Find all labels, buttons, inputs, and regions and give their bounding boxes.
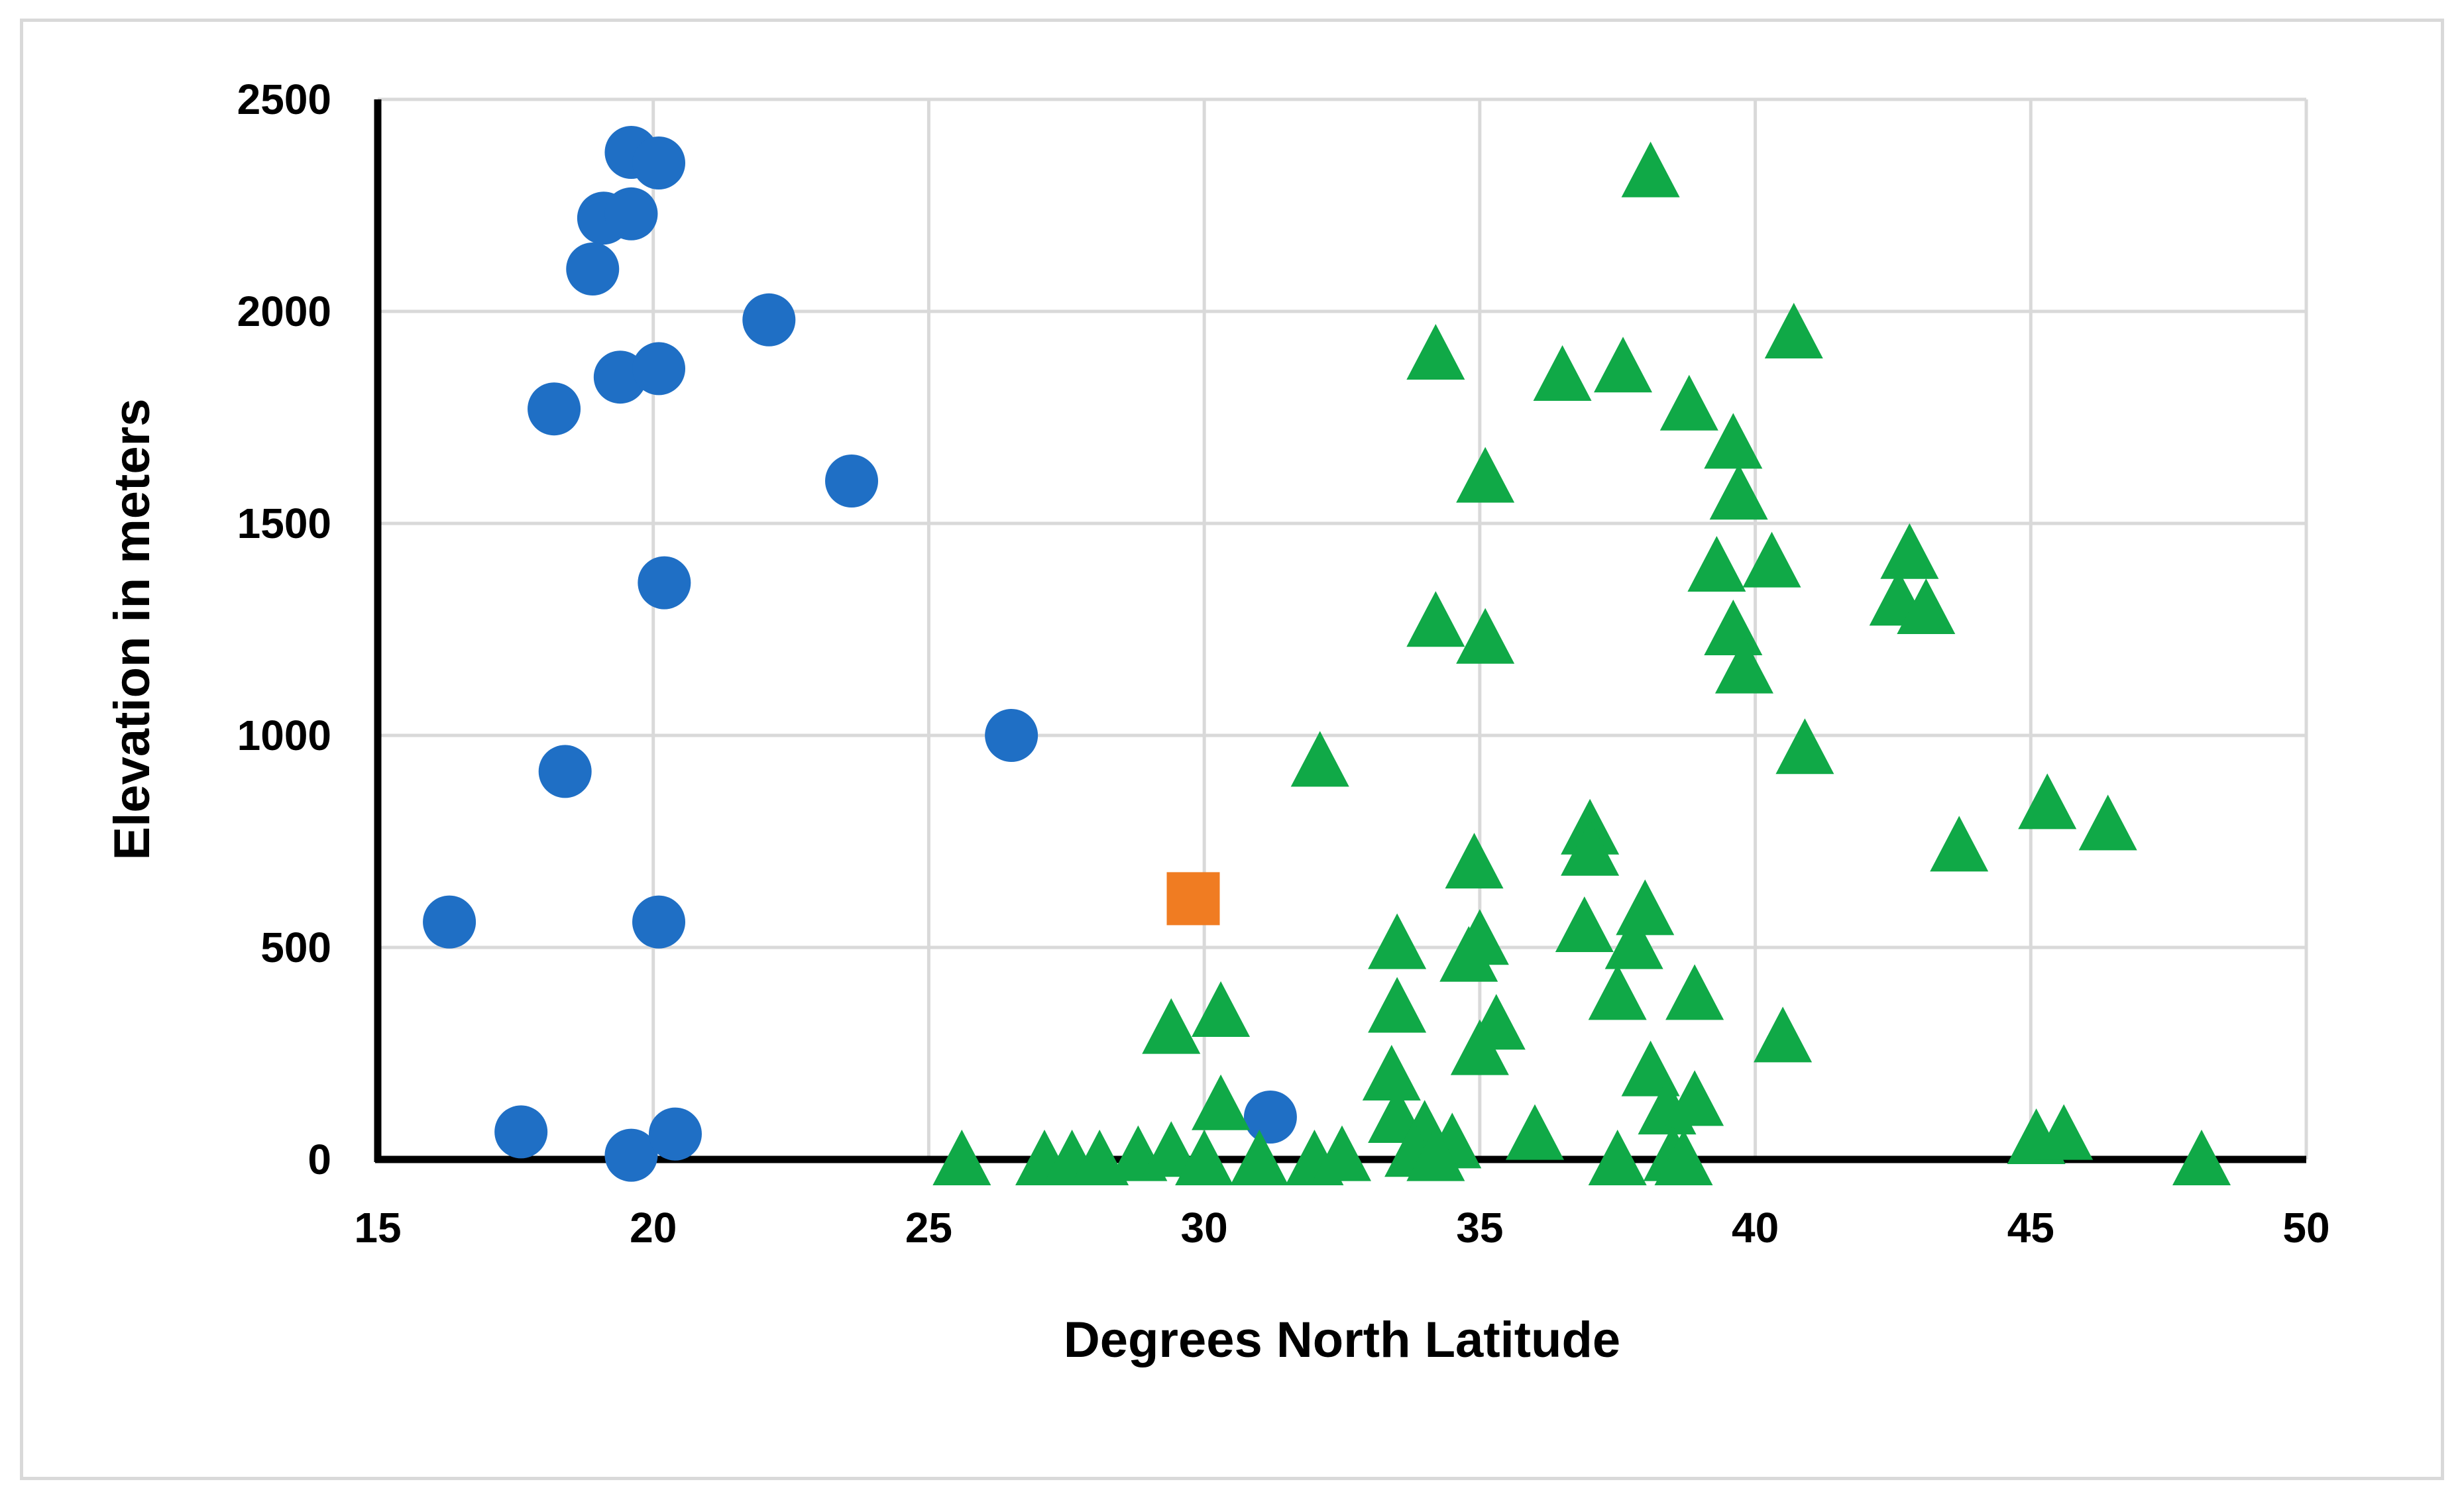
data-point-triangle: [1897, 578, 1956, 634]
data-point-triangle: [1659, 374, 1718, 431]
data-point-triangle: [1714, 637, 1773, 694]
data-point-triangle: [1704, 600, 1763, 655]
data-point-triangle: [1456, 447, 1515, 503]
data-point-triangle: [2172, 1130, 2231, 1185]
data-point-triangle: [1704, 413, 1763, 469]
y-tick-label: 0: [308, 1136, 331, 1183]
data-point-triangle: [1368, 913, 1427, 969]
data-point-triangle: [1506, 1104, 1564, 1160]
data-point-triangle: [1445, 833, 1504, 888]
data-point-triangle: [1687, 536, 1746, 592]
data-point-triangle: [1456, 608, 1515, 664]
data-point-circle: [632, 136, 686, 189]
data-point-triangle: [1192, 1074, 1251, 1130]
data-point-triangle: [1654, 1130, 1713, 1185]
data-point-circle: [1243, 1091, 1297, 1144]
data-point-triangle: [1555, 896, 1614, 952]
x-tick-label: 25: [905, 1204, 952, 1252]
data-point-triangle: [1230, 1130, 1289, 1185]
x-tick-label: 20: [630, 1204, 677, 1252]
data-point-square: [1166, 872, 1220, 926]
data-point-triangle: [1709, 464, 1768, 520]
data-point-triangle: [1406, 324, 1465, 380]
data-points: [423, 126, 2231, 1185]
data-point-circle: [423, 895, 476, 949]
x-tick-label: 15: [354, 1204, 401, 1252]
x-tick-label: 50: [2282, 1204, 2329, 1252]
data-point-triangle: [1616, 879, 1675, 936]
y-axis-title: Elevation in meters: [104, 399, 160, 861]
data-point-triangle: [1754, 1006, 1813, 1063]
data-point-triangle: [1142, 998, 1201, 1054]
data-point-circle: [825, 455, 879, 508]
x-tick-label: 35: [1456, 1204, 1503, 1252]
data-point-triangle: [1880, 523, 1939, 579]
chart-frame: 15 20 25 30 35 40 45 50 0 500 1000 1500 2000 2500 De…: [20, 19, 2444, 1480]
data-point-triangle: [1764, 303, 1823, 358]
scatter-chart: 15 20 25 30 35 40 45 50 0 500 1000 1500 2000 2500 De…: [104, 76, 2330, 1368]
data-point-triangle: [1665, 1070, 1724, 1126]
axes: [374, 99, 2306, 1163]
data-point-triangle: [1594, 337, 1653, 393]
y-tick-label: 500: [260, 924, 331, 971]
data-point-circle: [538, 745, 592, 798]
data-point-triangle: [1742, 531, 1801, 588]
data-point-circle: [632, 342, 686, 396]
data-point-triangle: [1175, 1130, 1234, 1185]
data-point-circle: [632, 895, 686, 949]
data-point-triangle: [932, 1130, 991, 1185]
data-point-triangle: [1588, 964, 1647, 1020]
data-point-triangle: [1368, 977, 1427, 1033]
y-tick-label: 2500: [237, 76, 331, 123]
data-point-triangle: [2078, 794, 2137, 851]
data-point-triangle: [2035, 1104, 2094, 1160]
x-tick-label: 45: [2007, 1204, 2054, 1252]
data-point-circle: [648, 1107, 702, 1161]
data-point-circle: [742, 293, 796, 347]
data-point-triangle: [1290, 731, 1349, 787]
data-point-triangle: [1621, 1040, 1680, 1097]
data-point-triangle: [1621, 141, 1680, 197]
data-point-triangle: [1142, 1121, 1201, 1177]
data-point-triangle: [1192, 981, 1251, 1037]
y-tick-label: 1500: [237, 500, 331, 547]
x-axis-title: Degrees North Latitude: [1064, 1312, 1620, 1368]
data-point-triangle: [1604, 913, 1663, 969]
data-point-circle: [604, 1128, 658, 1182]
y-tick-labels: 0 500 1000 1500 2000 2500: [237, 76, 331, 1183]
gridlines: [376, 97, 2308, 1161]
data-point-triangle: [1533, 345, 1592, 401]
x-tick-labels: 15 20 25 30 35 40 45 50: [354, 1204, 2329, 1252]
data-point-circle: [566, 242, 620, 295]
x-tick-label: 40: [1732, 1204, 1779, 1252]
data-point-triangle: [1406, 591, 1465, 647]
x-tick-label: 30: [1181, 1204, 1228, 1252]
y-tick-label: 2000: [237, 288, 331, 335]
data-point-triangle: [1930, 816, 1989, 872]
data-point-triangle: [1313, 1125, 1371, 1181]
data-point-triangle: [1362, 1045, 1421, 1100]
data-point-triangle: [1450, 909, 1509, 965]
data-point-triangle: [1561, 820, 1620, 876]
data-point-triangle: [1665, 964, 1724, 1020]
data-point-circle: [985, 709, 1038, 762]
data-point-triangle: [1406, 1125, 1465, 1181]
data-point-triangle: [1588, 1130, 1647, 1185]
data-point-circle: [638, 556, 691, 610]
data-point-triangle: [1775, 718, 1834, 775]
data-point-circle: [604, 187, 658, 241]
y-tick-label: 1000: [237, 712, 331, 759]
data-point-circle: [494, 1105, 548, 1159]
data-point-circle: [528, 382, 581, 436]
data-point-triangle: [1450, 1019, 1509, 1075]
data-point-triangle: [2018, 773, 2077, 830]
